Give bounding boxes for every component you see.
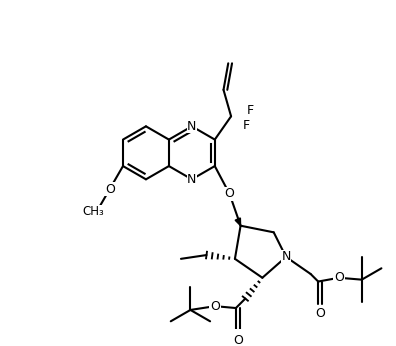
Text: F: F — [246, 104, 253, 117]
Text: F: F — [243, 119, 250, 132]
Text: O: O — [233, 334, 243, 346]
Text: O: O — [315, 307, 325, 320]
Text: N: N — [187, 120, 196, 133]
Text: O: O — [105, 183, 115, 195]
Polygon shape — [235, 218, 241, 226]
Text: O: O — [334, 271, 344, 284]
Text: N: N — [187, 173, 196, 186]
Text: N: N — [281, 251, 291, 263]
Text: O: O — [210, 300, 220, 313]
Text: O: O — [225, 188, 234, 200]
Text: CH₃: CH₃ — [83, 206, 105, 218]
